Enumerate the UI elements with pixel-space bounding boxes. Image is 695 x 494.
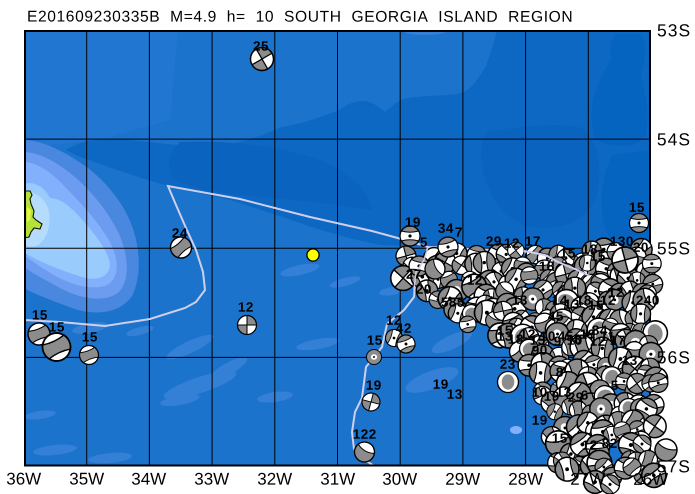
svg-text:15: 15 (560, 246, 576, 261)
svg-text:20: 20 (416, 282, 432, 297)
svg-text:19: 19 (366, 378, 382, 393)
svg-text:15: 15 (32, 308, 48, 323)
svg-text:45: 45 (548, 309, 564, 324)
svg-text:27: 27 (406, 267, 422, 282)
svg-text:13: 13 (556, 385, 572, 400)
svg-text:10: 10 (532, 385, 548, 400)
svg-text:12: 12 (467, 273, 483, 288)
svg-text:15: 15 (82, 330, 98, 345)
svg-text:29: 29 (568, 390, 584, 405)
svg-text:17: 17 (525, 234, 541, 249)
svg-text:29: 29 (486, 234, 502, 249)
svg-text:33W: 33W (194, 470, 229, 489)
svg-text:19: 19 (544, 389, 560, 404)
svg-text:24: 24 (172, 226, 188, 241)
svg-text:12: 12 (590, 334, 606, 349)
svg-text:12: 12 (504, 236, 520, 251)
svg-text:19: 19 (580, 327, 596, 342)
svg-text:55S: 55S (657, 238, 691, 258)
svg-text:15: 15 (552, 431, 568, 446)
svg-text:82: 82 (602, 436, 618, 451)
svg-text:122: 122 (353, 427, 377, 442)
svg-text:29W: 29W (445, 470, 480, 489)
svg-text:18: 18 (508, 332, 524, 347)
svg-text:6: 6 (581, 388, 589, 403)
svg-text:130: 130 (610, 234, 634, 249)
svg-text:19: 19 (433, 377, 449, 392)
svg-text:5: 5 (420, 235, 428, 250)
svg-text:17: 17 (610, 333, 626, 348)
svg-text:15: 15 (497, 323, 513, 338)
svg-text:54S: 54S (657, 129, 691, 149)
svg-text:13: 13 (497, 329, 513, 344)
svg-text:8: 8 (556, 365, 564, 380)
svg-text:10: 10 (567, 333, 583, 348)
svg-text:9: 9 (554, 334, 562, 349)
svg-text:32W: 32W (257, 470, 292, 489)
svg-text:8: 8 (574, 332, 582, 347)
svg-text:13: 13 (447, 387, 463, 402)
svg-text:42: 42 (396, 321, 412, 336)
svg-text:12: 12 (238, 300, 254, 315)
svg-text:15: 15 (367, 333, 383, 348)
svg-text:36W: 36W (6, 470, 41, 489)
svg-text:53S: 53S (657, 20, 691, 40)
svg-text:14: 14 (552, 293, 568, 308)
svg-text:19: 19 (532, 413, 548, 428)
svg-text:240: 240 (636, 293, 660, 308)
svg-text:12: 12 (582, 438, 598, 453)
svg-text:84: 84 (592, 323, 608, 338)
svg-text:10: 10 (540, 329, 556, 344)
svg-text:27W: 27W (570, 470, 605, 489)
svg-text:12: 12 (520, 327, 536, 342)
svg-text:19: 19 (405, 215, 421, 230)
svg-text:35W: 35W (69, 470, 104, 489)
svg-text:34W: 34W (131, 470, 166, 489)
svg-text:26W: 26W (633, 470, 668, 489)
svg-text:15: 15 (590, 249, 606, 264)
svg-text:5: 5 (611, 378, 619, 393)
svg-text:90: 90 (532, 343, 548, 358)
svg-text:57S: 57S (657, 456, 691, 476)
svg-text:13: 13 (564, 297, 580, 312)
svg-text:56S: 56S (657, 347, 691, 367)
svg-text:12: 12 (386, 313, 402, 328)
svg-text:7: 7 (455, 225, 463, 240)
svg-text:13: 13 (512, 293, 528, 308)
svg-text:34: 34 (438, 221, 454, 236)
svg-text:20: 20 (633, 240, 649, 255)
svg-text:15: 15 (588, 298, 604, 313)
svg-text:18: 18 (539, 259, 555, 274)
svg-text:12: 12 (600, 293, 616, 308)
svg-text:23: 23 (500, 357, 516, 372)
svg-text:30W: 30W (382, 470, 417, 489)
svg-text:15: 15 (49, 320, 65, 335)
svg-text:15: 15 (629, 200, 645, 215)
svg-text:31W: 31W (320, 470, 355, 489)
svg-text:12: 12 (608, 285, 624, 300)
svg-text:18: 18 (576, 293, 592, 308)
svg-text:585: 585 (441, 295, 465, 310)
svg-text:15: 15 (530, 333, 546, 348)
svg-text:28W: 28W (508, 470, 543, 489)
svg-text:E201609230335B M=4.9 h= 10: E201609230335B M=4.9 h= 10 SOUTH GEORGIA… (27, 9, 573, 26)
svg-text:25: 25 (253, 39, 269, 54)
svg-text:11: 11 (600, 329, 615, 344)
svg-text:18: 18 (582, 242, 598, 257)
svg-text:13: 13 (622, 353, 638, 368)
svg-text:45: 45 (558, 329, 574, 344)
